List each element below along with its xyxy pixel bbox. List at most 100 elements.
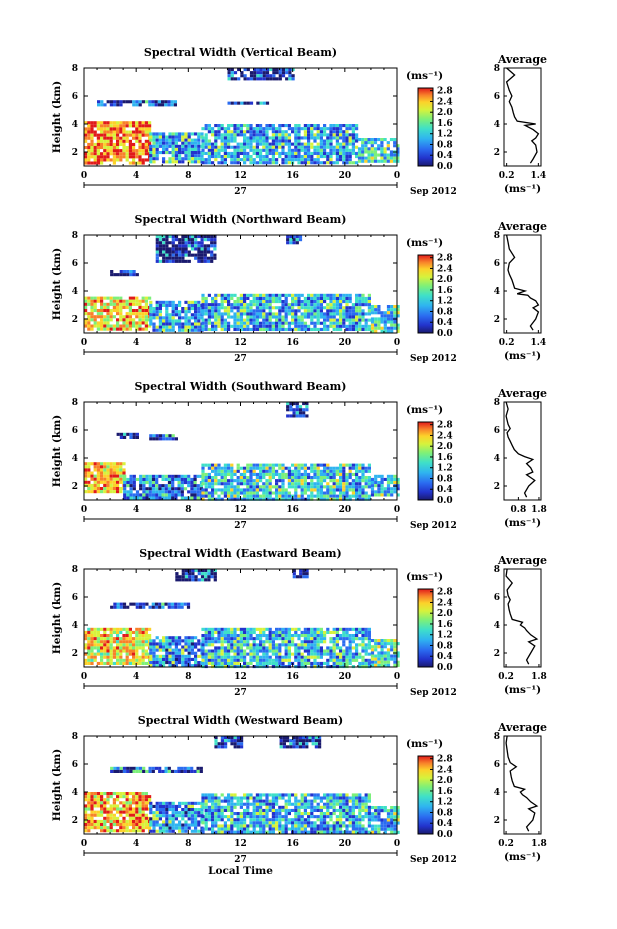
heatmap-cell <box>393 153 397 157</box>
heatmap-cell <box>396 329 400 333</box>
heatmap-cell <box>243 130 247 134</box>
heatmap-cell <box>207 161 211 165</box>
heatmap-cell <box>162 132 166 136</box>
heatmap-cell <box>297 148 301 152</box>
heatmap-cell <box>93 318 97 322</box>
heatmap-cell <box>148 127 152 131</box>
heatmap-cell <box>259 161 263 165</box>
heatmap-cell <box>167 490 172 494</box>
heatmap-cell <box>287 658 291 662</box>
heatmap-cell <box>193 490 197 494</box>
heatmap-cell <box>332 309 336 313</box>
heatmap-cell <box>291 130 295 134</box>
heatmap-cell <box>271 133 275 137</box>
heatmap-cell <box>132 103 136 107</box>
heatmap-cell <box>287 655 291 659</box>
heatmap-cell <box>112 299 116 303</box>
heatmap-cell <box>181 238 185 242</box>
heatmap-cell <box>243 324 247 328</box>
heatmap-cell <box>223 634 227 638</box>
heatmap-cell <box>262 655 266 659</box>
heatmap-cell <box>236 303 240 307</box>
heatmap-cell <box>132 810 136 814</box>
heatmap-cell <box>329 469 333 473</box>
heatmap-cell <box>210 244 214 248</box>
heatmap-cell <box>262 658 266 662</box>
heatmap-cell <box>128 139 132 143</box>
heatmap-cell <box>361 463 365 467</box>
heatmap-cell <box>141 158 145 162</box>
heatmap-cell <box>262 300 266 304</box>
heatmap-cell <box>230 494 234 498</box>
heatmap-cell <box>171 651 175 655</box>
heatmap-cell <box>335 130 339 134</box>
heatmap-cell <box>116 655 120 659</box>
heatmap-cell <box>90 133 94 137</box>
heatmap-cell <box>141 630 145 634</box>
heatmap-cell <box>201 469 205 473</box>
heatmap-cell <box>194 241 198 245</box>
heatmap-cell <box>93 810 97 814</box>
colorbar-tick-label: 2.4 <box>437 431 453 441</box>
x-tick-label: 16 <box>286 338 299 348</box>
heatmap-cell <box>90 630 94 634</box>
y-tick-label: 2 <box>72 482 78 492</box>
heatmap-cell <box>281 494 285 498</box>
heatmap-cell <box>284 296 288 300</box>
heatmap-cell <box>109 299 113 303</box>
heatmap-cell <box>294 293 298 297</box>
heatmap-cell <box>100 798 104 802</box>
heatmap-cell <box>128 149 132 153</box>
heatmap-cell <box>116 792 120 796</box>
heatmap-cell <box>255 296 259 300</box>
heatmap-cell <box>239 637 243 641</box>
heatmap-cell <box>144 149 148 153</box>
heatmap-cell <box>96 133 100 137</box>
heatmap-cell <box>171 657 175 661</box>
heatmap-cell <box>116 462 120 466</box>
heatmap-cell <box>361 646 365 650</box>
heatmap-cell <box>313 303 317 307</box>
heatmap-cell <box>171 648 175 652</box>
heatmap-cell <box>243 124 247 128</box>
heatmap-cell <box>361 466 365 470</box>
heatmap-cell <box>129 435 133 439</box>
heatmap-cell <box>100 139 104 143</box>
heatmap-cell <box>307 148 311 152</box>
heatmap-cell <box>138 655 142 659</box>
heatmap-cell <box>201 148 205 152</box>
heatmap-cell <box>141 149 145 153</box>
heatmap-cell <box>278 130 282 134</box>
heatmap-cell <box>109 133 113 137</box>
heatmap-cell <box>288 71 292 75</box>
heatmap-cell <box>364 138 368 142</box>
heatmap-cell <box>116 474 120 478</box>
heatmap-cell <box>377 153 381 157</box>
heatmap-cell <box>201 296 205 300</box>
heatmap-cell <box>125 321 129 325</box>
heatmap-cell <box>364 627 368 631</box>
heatmap-cell <box>171 639 175 643</box>
heatmap-cell <box>355 327 359 331</box>
heatmap-cell <box>112 471 116 475</box>
heatmap-cell <box>287 151 291 155</box>
heatmap-cell <box>236 155 240 159</box>
heatmap-cell <box>294 652 298 656</box>
heatmap-cell <box>236 649 240 653</box>
heatmap-cell <box>361 627 365 631</box>
heatmap-cell <box>339 324 343 328</box>
heatmap-cell <box>122 634 126 638</box>
heatmap-cell <box>236 488 240 492</box>
heatmap-cell <box>139 474 143 478</box>
heatmap-cell <box>316 130 320 134</box>
heatmap-cell <box>128 630 132 634</box>
inset-y-tick-label: 6 <box>494 426 500 436</box>
heatmap-cell <box>220 658 224 662</box>
heatmap-cell <box>164 474 168 478</box>
heatmap-cell <box>152 639 156 643</box>
heatmap-cell <box>175 572 179 576</box>
heatmap-cell <box>243 293 247 297</box>
heatmap-cell <box>122 801 126 805</box>
heatmap-cell <box>303 479 307 483</box>
heatmap-cell <box>162 256 166 260</box>
